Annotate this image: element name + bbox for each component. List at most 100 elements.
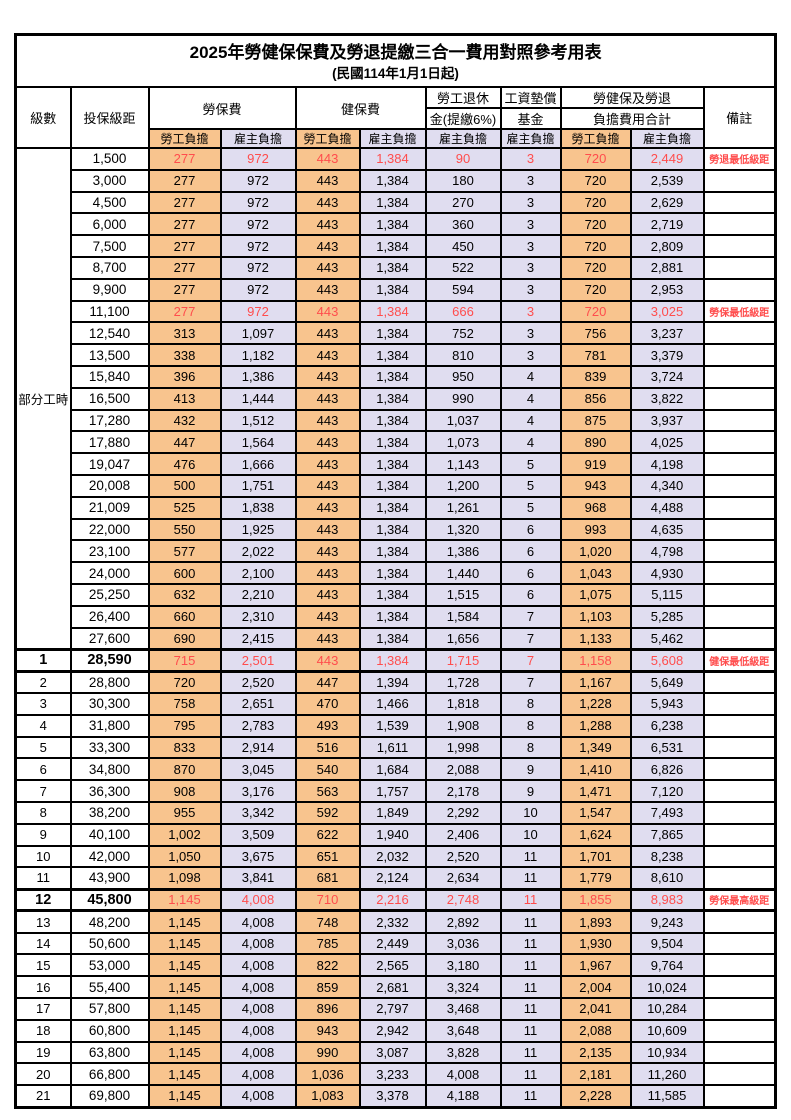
value-cell: 4,340 <box>629 473 705 498</box>
value-cell: 2,032 <box>358 844 427 869</box>
subheader-health-employee: 勞工負擔 <box>294 128 361 149</box>
value-cell: 447 <box>294 670 361 694</box>
value-cell: 4,008 <box>219 975 297 1000</box>
remark-cell <box>702 1018 777 1043</box>
header-row-3: 勞工負擔 雇主負擔 勞工負擔 雇主負擔 雇主負擔 雇主負擔 勞工負擔 雇主負擔 <box>16 128 776 149</box>
value-cell: 2,520 <box>219 670 297 694</box>
level-cell: 1 <box>14 647 72 673</box>
value-cell: 833 <box>147 735 222 760</box>
table-row: 19 63,800 1,145 4,008 990 3,087 3,828 11 2,135 10… <box>14 1040 777 1065</box>
value-cell: 943 <box>294 1018 361 1043</box>
value-cell: 2,415 <box>219 626 297 651</box>
value-cell: 2,520 <box>424 844 502 869</box>
table-row: 6,000 277 972 443 1,384 360 3 720 2,719 <box>16 212 777 237</box>
value-cell: 4,635 <box>629 517 705 542</box>
remark-cell <box>702 430 777 455</box>
value-cell: 1,728 <box>424 670 502 694</box>
value-cell: 5 <box>499 452 562 476</box>
value-cell: 522 <box>424 255 502 280</box>
table-row: 27,600 690 2,415 443 1,384 1,656 7 1,133 5,462 <box>16 626 777 651</box>
value-cell: 577 <box>147 539 222 564</box>
level-cell: 16 <box>14 975 72 1000</box>
value-cell: 443 <box>294 517 361 542</box>
value-cell: 6 <box>499 517 562 542</box>
remark-cell <box>702 844 777 869</box>
level-cell: 17 <box>14 997 72 1021</box>
level-cell: 15 <box>14 953 72 978</box>
level-cell: 6 <box>14 757 72 782</box>
header-total-line2: 負擔費用合計 <box>559 107 705 130</box>
value-cell: 443 <box>294 147 361 171</box>
remark-cell <box>702 364 777 389</box>
value-cell: 7 <box>499 647 562 673</box>
value-cell: 600 <box>147 561 222 585</box>
subheader-pension-employer: 雇主負擔 <box>424 128 502 149</box>
value-cell: 2,809 <box>629 234 705 258</box>
value-cell: 890 <box>559 430 632 455</box>
value-cell: 550 <box>147 517 222 542</box>
value-cell: 1,384 <box>358 168 427 193</box>
value-cell: 4,008 <box>219 909 297 934</box>
value-cell: 443 <box>294 647 361 673</box>
value-cell: 2,310 <box>219 604 297 629</box>
value-cell: 1,384 <box>358 255 427 280</box>
value-cell: 1,384 <box>358 647 427 673</box>
value-cell: 270 <box>424 190 502 215</box>
value-cell: 1,288 <box>559 713 632 738</box>
bracket-cell: 23,100 <box>69 539 150 564</box>
value-cell: 1,384 <box>358 430 427 455</box>
value-cell: 1,145 <box>147 997 222 1021</box>
value-cell: 1,320 <box>424 517 502 542</box>
value-cell: 859 <box>294 975 361 1000</box>
value-cell: 720 <box>559 190 632 215</box>
value-cell: 11 <box>499 1084 562 1109</box>
value-cell: 1,701 <box>559 844 632 869</box>
value-cell: 4,798 <box>629 539 705 564</box>
value-cell: 1,228 <box>559 691 632 716</box>
value-cell: 1,145 <box>147 909 222 934</box>
value-cell: 1,624 <box>559 822 632 847</box>
value-cell: 1,440 <box>424 561 502 585</box>
value-cell: 1,075 <box>559 582 632 607</box>
value-cell: 563 <box>294 779 361 803</box>
value-cell: 1,466 <box>358 691 427 716</box>
value-cell: 2,449 <box>629 147 705 171</box>
value-cell: 3,036 <box>424 931 502 956</box>
subheader-labor-employer: 雇主負擔 <box>219 128 297 149</box>
value-cell: 8,610 <box>629 866 705 891</box>
value-cell: 972 <box>219 277 297 302</box>
value-cell: 470 <box>294 691 361 716</box>
bracket-cell: 20,008 <box>69 473 150 498</box>
level-cell: 8 <box>14 800 72 825</box>
value-cell: 443 <box>294 299 361 324</box>
value-cell: 3,176 <box>219 779 297 803</box>
value-cell: 2,539 <box>629 168 705 193</box>
value-cell: 3 <box>499 321 562 346</box>
bracket-cell: 38,200 <box>69 800 150 825</box>
value-cell: 5,608 <box>629 647 705 673</box>
value-cell: 3,822 <box>629 386 705 411</box>
value-cell: 1,386 <box>424 539 502 564</box>
value-cell: 4,008 <box>219 997 297 1021</box>
value-cell: 1,098 <box>147 866 222 891</box>
value-cell: 432 <box>147 408 222 433</box>
subheader-total-employer: 雇主負擔 <box>629 128 705 149</box>
table-row: 14 50,600 1,145 4,008 785 2,449 3,036 11 1,930 9,… <box>14 931 777 956</box>
table-row: 12,540 313 1,097 443 1,384 752 3 756 3,237 <box>16 321 777 346</box>
table-row: 20 66,800 1,145 4,008 1,036 3,233 4,008 11 2,181… <box>14 1062 777 1087</box>
value-cell: 1,037 <box>424 408 502 433</box>
bracket-cell: 26,400 <box>69 604 150 629</box>
value-cell: 9 <box>499 779 562 803</box>
value-cell: 4,008 <box>219 1084 297 1109</box>
value-cell: 2,292 <box>424 800 502 825</box>
value-cell: 11 <box>499 887 562 913</box>
table-row: 9 40,100 1,002 3,509 622 1,940 2,406 10 1,624 7,8… <box>14 822 777 847</box>
level-cell: 5 <box>14 735 72 760</box>
value-cell: 1,384 <box>358 212 427 237</box>
value-cell: 1,002 <box>147 822 222 847</box>
value-cell: 3,045 <box>219 757 297 782</box>
value-cell: 2,651 <box>219 691 297 716</box>
value-cell: 540 <box>294 757 361 782</box>
value-cell: 1,967 <box>559 953 632 978</box>
value-cell: 443 <box>294 626 361 651</box>
